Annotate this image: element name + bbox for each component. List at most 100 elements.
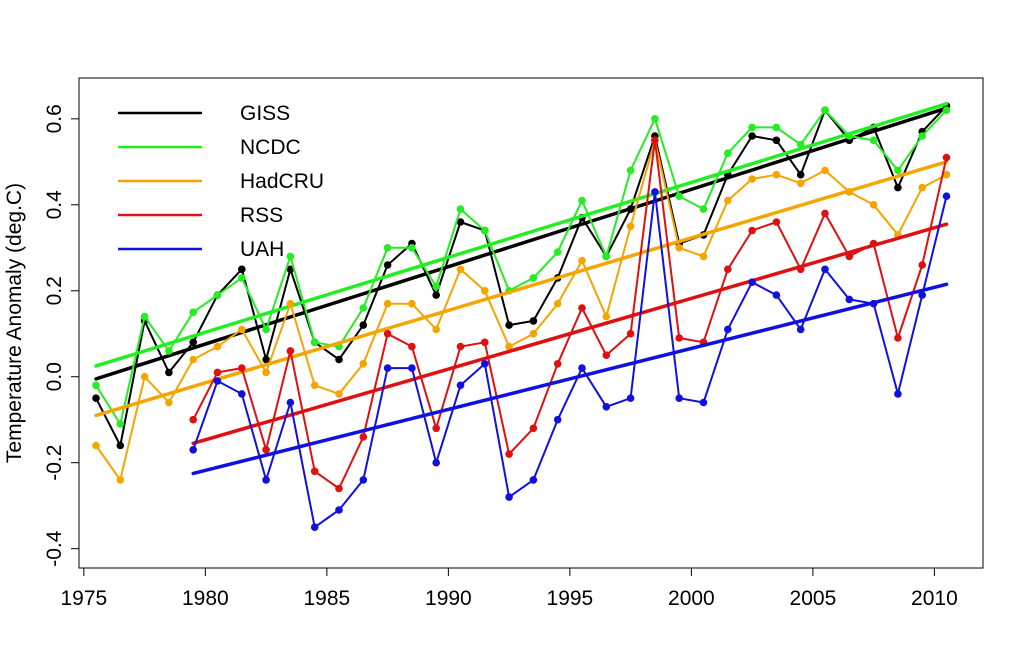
hadcru-point	[699, 252, 708, 261]
y-tick-label: 0.2	[43, 276, 66, 305]
uah-point	[651, 188, 659, 196]
giss-point	[262, 355, 270, 364]
uah-point	[432, 458, 441, 467]
legend: GISS NCDC HadCRU RSS UAH	[118, 102, 324, 261]
ncdc-point	[942, 106, 951, 114]
hadcru-point	[140, 372, 149, 381]
ncdc-point	[481, 226, 489, 235]
hadcru-line	[95, 139, 947, 481]
uah-point	[359, 476, 368, 484]
hadcru-point	[942, 170, 951, 179]
rss-point	[213, 368, 222, 377]
giss-point	[92, 394, 100, 403]
giss-point	[359, 321, 368, 329]
x-axis: 1975 1980 1985 1990 1995 2000 2005 2010	[61, 568, 958, 610]
series-hadcru	[92, 136, 951, 484]
rss-point	[189, 415, 197, 424]
x-tick-label: 2010	[911, 587, 958, 610]
legend-item-giss: GISS	[118, 102, 290, 125]
ncdc-point	[626, 166, 635, 175]
uah-point	[699, 398, 708, 407]
rss-point	[310, 467, 319, 476]
x-tick-label: 1975	[61, 587, 108, 610]
rss-point	[456, 342, 465, 351]
ncdc-line	[95, 109, 948, 425]
rss-point	[238, 364, 246, 372]
ncdc-point	[383, 244, 392, 252]
rss-point	[335, 484, 343, 493]
giss-point	[116, 441, 125, 450]
y-tick-label: 0.0	[43, 362, 66, 391]
ncdc-point	[286, 252, 295, 261]
rss-point	[262, 446, 270, 454]
rss-point	[578, 304, 586, 312]
hadcru-point	[432, 325, 441, 334]
hadcru-point	[262, 368, 270, 377]
hadcru-point	[165, 398, 173, 407]
hadcru-point	[675, 244, 683, 252]
y-tick-label: 0.6	[43, 104, 66, 133]
uah-point	[529, 476, 538, 484]
ncdc-point	[553, 248, 562, 256]
uah-point	[238, 390, 246, 398]
uah-point	[383, 364, 392, 372]
uah-point	[262, 476, 270, 484]
hadcru-point	[359, 360, 368, 368]
hadcru-point	[796, 179, 805, 188]
uah-point	[578, 364, 586, 372]
giss-point	[748, 132, 756, 140]
rss-trend-line	[191, 222, 949, 446]
rss-point	[432, 424, 441, 433]
giss-point	[529, 317, 538, 325]
y-tick-label: 0.4	[43, 190, 66, 220]
ncdc-point	[748, 123, 756, 132]
x-tick-label: 1980	[182, 587, 229, 610]
hadcru-point	[238, 325, 246, 334]
hadcru-point	[213, 342, 222, 351]
hadcru-trend-line	[94, 160, 949, 418]
hadcru-point	[92, 441, 100, 450]
uah-point	[821, 265, 829, 274]
uah-point	[505, 493, 513, 501]
uah-point	[796, 325, 805, 334]
hadcru-point	[189, 355, 197, 364]
hadcru-point	[724, 196, 732, 205]
ncdc-point	[724, 149, 732, 157]
y-axis: -0.4 -0.2 0.0 0.2 0.4 0.6	[43, 104, 79, 567]
hadcru-point	[748, 175, 756, 183]
giss-trend-line	[94, 106, 949, 381]
ncdc-point	[310, 338, 319, 347]
uah-point	[286, 398, 295, 407]
hadcru-point	[481, 287, 489, 295]
ncdc-point	[116, 420, 125, 428]
rss-point	[675, 334, 683, 342]
hadcru-point	[116, 476, 125, 484]
ncdc-point	[189, 308, 197, 317]
hadcru-point	[821, 166, 829, 175]
ncdc-point	[359, 304, 368, 312]
legend-label: GISS	[240, 102, 290, 125]
hadcru-point	[578, 256, 586, 265]
ncdc-point	[262, 325, 270, 334]
ncdc-point	[529, 274, 538, 282]
giss-point	[165, 368, 173, 377]
uah-trend-line	[191, 282, 949, 476]
y-axis-title: Temperature Anomaly (deg.C)	[3, 183, 26, 463]
hadcru-point	[408, 299, 416, 308]
rss-point	[505, 450, 513, 458]
legend-item-rss: RSS	[118, 204, 283, 227]
y-tick-label: -0.2	[43, 445, 66, 481]
uah-point	[553, 415, 562, 424]
ncdc-point	[651, 115, 659, 123]
rss-point	[724, 265, 732, 274]
uah-point	[942, 192, 951, 200]
series-ncdc	[92, 102, 951, 428]
giss-point	[286, 265, 295, 274]
legend-item-uah: UAH	[118, 238, 284, 261]
x-tick-label: 2005	[790, 587, 837, 610]
giss-point	[796, 170, 805, 179]
giss-point	[335, 355, 343, 364]
hadcru-point	[918, 183, 926, 192]
ncdc-point	[140, 312, 149, 321]
